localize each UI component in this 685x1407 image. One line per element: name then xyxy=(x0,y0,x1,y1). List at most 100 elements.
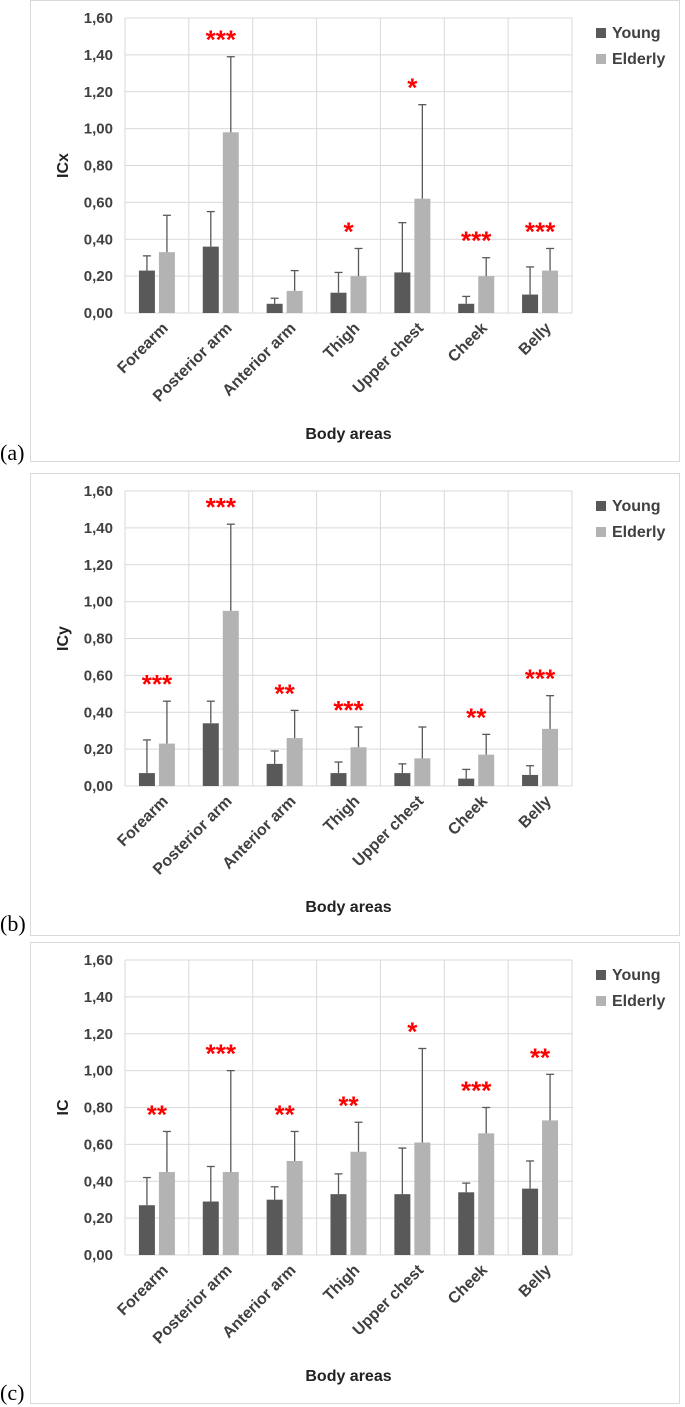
significance-marker: *** xyxy=(461,226,492,256)
y-tick-label: 0,80 xyxy=(84,631,113,648)
bar-elderly xyxy=(158,1172,175,1255)
x-tick-label: Belly xyxy=(516,320,555,359)
significance-marker: ** xyxy=(275,1099,296,1129)
bar-young xyxy=(458,778,475,786)
bar-elderly xyxy=(222,132,239,313)
legend-label-young: Young xyxy=(612,967,661,984)
bar-elderly xyxy=(350,1151,367,1255)
significance-marker: *** xyxy=(206,25,237,55)
legend-swatch-elderly xyxy=(596,54,606,64)
significance-marker: *** xyxy=(206,492,237,522)
y-tick-label: 1,20 xyxy=(84,557,113,574)
bar-elderly xyxy=(478,276,495,313)
bar-elderly xyxy=(542,270,559,313)
panel-label: (c) xyxy=(0,1380,25,1405)
y-axis-label: IC xyxy=(55,1099,72,1115)
significance-marker: *** xyxy=(525,664,556,694)
legend-label-elderly: Elderly xyxy=(612,993,665,1010)
bar-young xyxy=(266,763,283,786)
bar-young xyxy=(266,303,283,313)
significance-marker: ** xyxy=(466,702,487,732)
legend-swatch-elderly xyxy=(596,527,606,537)
legend-swatch-young xyxy=(596,28,606,38)
bar-young xyxy=(522,774,539,786)
significance-marker: ** xyxy=(275,678,296,708)
bar-elderly xyxy=(158,252,175,313)
y-tick-label: 0,00 xyxy=(84,305,113,322)
y-tick-label: 1,00 xyxy=(84,121,113,138)
y-tick-label: 0,80 xyxy=(84,158,113,175)
y-tick-label: 0,20 xyxy=(84,268,113,285)
y-axis-label: ICy xyxy=(55,626,72,651)
bar-young xyxy=(522,1188,539,1255)
bar-elderly xyxy=(478,754,495,786)
bar-elderly xyxy=(350,747,367,786)
x-axis-label: Body areas xyxy=(305,426,391,443)
significance-marker: *** xyxy=(206,1039,237,1069)
bar-elderly xyxy=(542,1120,559,1255)
bar-young xyxy=(330,773,347,786)
significance-marker: * xyxy=(343,216,354,246)
bar-young xyxy=(458,303,475,313)
bar-young xyxy=(522,294,539,313)
bar-elderly xyxy=(286,290,303,313)
bar-young xyxy=(202,1201,219,1255)
y-tick-label: 1,40 xyxy=(84,520,113,537)
significance-marker: ** xyxy=(338,1090,359,1120)
y-tick-label: 0,60 xyxy=(84,667,113,684)
x-tick-label: Thigh xyxy=(321,320,364,363)
y-tick-label: 0,40 xyxy=(84,704,113,721)
x-tick-label: Forearm xyxy=(114,320,171,377)
bar-young xyxy=(330,1194,347,1255)
bar-elderly xyxy=(414,1142,431,1255)
bar-young xyxy=(202,246,219,313)
bar-elderly xyxy=(286,738,303,786)
significance-marker: * xyxy=(407,1017,418,1047)
x-tick-label: Cheek xyxy=(445,793,491,839)
x-tick-label: Belly xyxy=(516,793,555,832)
bar-young xyxy=(202,723,219,786)
y-tick-label: 1,40 xyxy=(84,989,113,1006)
bar-young xyxy=(138,1205,155,1255)
y-tick-label: 0,20 xyxy=(84,741,113,758)
y-tick-label: 1,60 xyxy=(84,483,113,500)
bar-young xyxy=(138,773,155,786)
legend-label-young: Young xyxy=(612,498,661,515)
x-tick-label: Forearm xyxy=(114,1262,171,1319)
significance-marker: *** xyxy=(333,695,364,725)
y-axis-label: ICx xyxy=(55,153,72,178)
y-tick-label: 0,20 xyxy=(84,1210,113,1227)
significance-marker: * xyxy=(407,73,418,103)
bar-young xyxy=(458,1192,475,1255)
bar-young xyxy=(394,773,411,786)
significance-marker: *** xyxy=(525,216,556,246)
x-tick-label: Belly xyxy=(516,1262,555,1301)
bar-young xyxy=(394,272,411,313)
significance-marker: *** xyxy=(142,669,173,699)
legend-swatch-young xyxy=(596,970,606,980)
bar-elderly xyxy=(478,1133,495,1255)
legend-label-elderly: Elderly xyxy=(612,51,665,68)
y-tick-label: 1,60 xyxy=(84,952,113,969)
bar-elderly xyxy=(158,743,175,786)
x-tick-label: Thigh xyxy=(321,793,364,836)
bar-elderly xyxy=(542,728,559,786)
significance-marker: *** xyxy=(461,1076,492,1106)
legend-swatch-young xyxy=(596,501,606,511)
chart-panel-b: (b) 0,00 0,20 0,40 0,60 0,80 1,00 1,20 1,40 1,60… xyxy=(0,473,685,939)
x-tick-label: Cheek xyxy=(445,1262,491,1308)
bar-chart-ic: 0,00 0,20 0,40 0,60 0,80 1,00 1,20 1,40 1,60 ** Fo… xyxy=(55,952,665,1385)
bar-young xyxy=(330,292,347,313)
x-tick-label: Cheek xyxy=(445,320,491,366)
bar-young xyxy=(138,270,155,313)
legend-label-elderly: Elderly xyxy=(612,524,665,541)
y-tick-label: 0,40 xyxy=(84,231,113,248)
panel-label: (b) xyxy=(0,911,26,936)
chart-panel-a: (a) 0,00 0,20 0,40 0,60 0,80 1,00 1,20 1,40 1,60… xyxy=(0,0,685,468)
bar-elderly xyxy=(222,1172,239,1255)
bar-elderly xyxy=(286,1160,303,1255)
x-tick-label: Thigh xyxy=(321,1262,364,1305)
y-tick-label: 0,00 xyxy=(84,1247,113,1264)
significance-marker: ** xyxy=(147,1099,168,1129)
y-tick-label: 1,40 xyxy=(84,47,113,64)
